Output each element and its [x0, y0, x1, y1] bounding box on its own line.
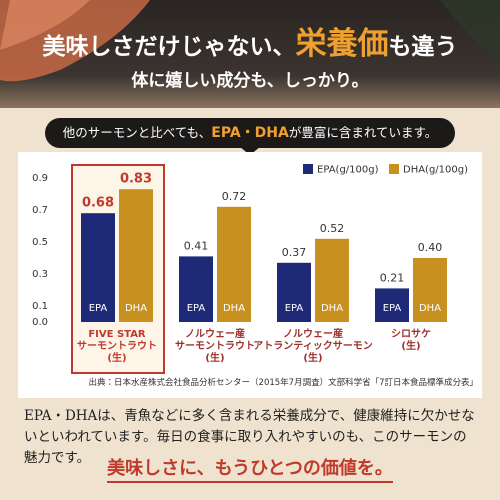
bar — [375, 288, 409, 322]
value-label: 0.52 — [320, 222, 345, 235]
bar-series-label: EPA — [89, 303, 108, 314]
header-photo — [0, 0, 500, 108]
bar — [315, 238, 349, 322]
salmon-decoration — [0, 0, 500, 82]
value-label: 0.37 — [282, 246, 307, 259]
title-post: も違う — [388, 33, 458, 60]
tagline: 美味しさに、もうひとつの価値を。 — [107, 458, 393, 483]
value-label: 0.40 — [418, 241, 443, 254]
bar — [81, 213, 115, 322]
banner-post: が豊富に含まれています。 — [288, 125, 438, 140]
legend-swatch — [389, 164, 399, 174]
banner: 他のサーモンと比べても、EPA・DHAが豊富に含まれています。 — [45, 118, 455, 148]
bar-series-label: DHA — [419, 303, 441, 314]
legend-swatch — [303, 164, 313, 174]
x-tick-label: ノルウェー産 サーモントラウト (生) — [175, 329, 255, 364]
legend-label: EPA(g/100g) — [317, 165, 379, 176]
title: 美味しさだけじゃない、栄養価も違う — [0, 18, 500, 63]
bar-series-label: EPA — [383, 303, 402, 314]
bar — [413, 258, 447, 322]
chart: 0.0 0.1 0.3 0.5 0.7 0.9 EPA(g/100g) DHA(g/100g)… — [32, 164, 468, 374]
bar-series-label: DHA — [125, 303, 147, 314]
value-label: 0.83 — [120, 172, 152, 187]
bar-series-label: EPA — [285, 303, 304, 314]
banner-pre: 他のサーモンと比べても、 — [62, 125, 212, 140]
y-tick-label: 0.5 — [32, 237, 48, 248]
body-text: EPA・DHAは、青魚などに多く含まれる栄養成分で、健康維持に欠かせないといわれ… — [24, 408, 475, 466]
tagline-wrap: 美味しさに、もうひとつの価値を。 — [0, 454, 500, 483]
source: 出典：日本水産株式会社食品分析センター（2015年7月調査）文部科学省「7訂日本… — [88, 378, 478, 388]
bar — [277, 262, 311, 322]
banner-pointer — [240, 147, 260, 155]
x-tick-label: シロサケ (生) — [391, 329, 431, 352]
y-tick-label: 0.0 — [32, 317, 48, 328]
bar — [217, 206, 251, 322]
y-tick-label: 0.3 — [32, 269, 48, 280]
bar — [119, 189, 153, 322]
value-label: 0.72 — [222, 190, 247, 203]
legend-label: DHA(g/100g) — [403, 165, 468, 176]
x-tick-label: FIVE STAR サーモントラウト (生) — [77, 329, 157, 364]
bar — [179, 256, 213, 322]
title-pre: 美味しさだけじゃない、 — [42, 33, 296, 60]
y-tick-label: 0.1 — [32, 301, 48, 312]
y-tick-label: 0.7 — [32, 205, 48, 216]
subtitle: 体に嬉しい成分も、しっかり。 — [131, 71, 369, 91]
value-label: 0.68 — [82, 196, 114, 211]
banner-highlight: EPA・DHA — [211, 125, 289, 141]
x-tick-label: ノルウェー産 アトランティックサーモン (生) — [253, 329, 373, 364]
bar-series-label: DHA — [223, 303, 245, 314]
bar-series-label: DHA — [321, 303, 343, 314]
bar-series-label: EPA — [187, 303, 206, 314]
y-tick-label: 0.9 — [32, 173, 48, 184]
value-label: 0.21 — [380, 271, 405, 284]
title-highlight: 栄養価 — [295, 26, 389, 62]
value-label: 0.41 — [184, 239, 209, 252]
